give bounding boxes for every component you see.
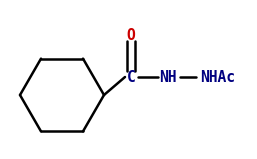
Text: C: C [127,69,135,84]
Text: NHAc: NHAc [200,69,235,84]
Text: O: O [127,28,135,42]
Text: NH: NH [159,69,177,84]
